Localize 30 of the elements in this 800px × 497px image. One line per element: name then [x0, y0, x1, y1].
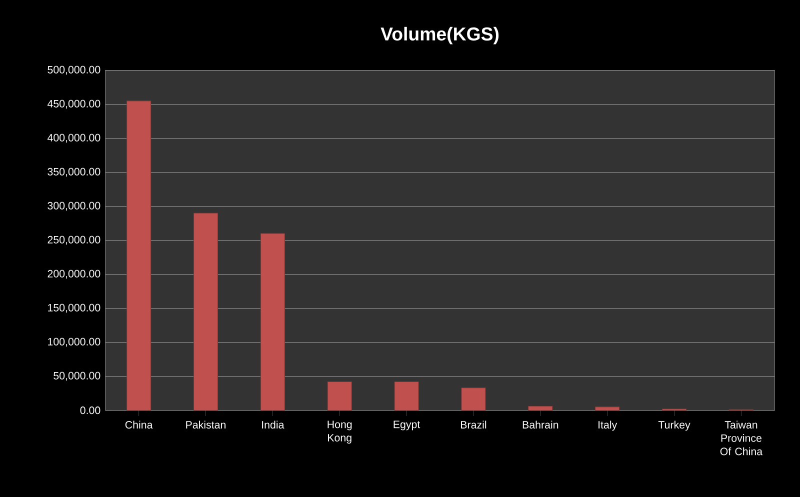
y-tick-label: 350,000.00 — [48, 168, 100, 177]
bar — [595, 406, 620, 410]
x-tick-label: Brazil — [461, 420, 486, 429]
y-tick-label: 50,000.00 — [54, 372, 100, 381]
y-tick-label: 150,000.00 — [48, 304, 100, 313]
bar — [394, 382, 419, 410]
y-tick-label: 400,000.00 — [47, 134, 100, 143]
x-tick-label: Bahrain — [522, 420, 558, 429]
x-tick-label: India — [262, 420, 284, 429]
x-tick-label: China — [125, 420, 153, 429]
bar — [461, 388, 486, 410]
y-tick-label: 200,000.00 — [48, 270, 100, 279]
y-tick-label: 250,000.00 — [48, 236, 100, 245]
bar — [260, 233, 285, 410]
y-tick-label: 300,000.00 — [48, 202, 100, 211]
x-tick-label: Taiwan Province Of China — [720, 420, 763, 456]
x-tick-label: Egypt — [394, 420, 420, 430]
x-tick-label: Turkey — [658, 420, 690, 431]
bar — [327, 382, 352, 410]
bar — [126, 100, 152, 410]
bar — [193, 212, 218, 410]
chart-title: Volume(KGS) — [380, 26, 499, 44]
x-tick-label: Hong Kong — [328, 420, 352, 444]
bar — [528, 406, 553, 410]
x-tick-label: Italy — [598, 420, 618, 431]
y-tick-label: 450,000.00 — [47, 100, 100, 109]
y-tick-label: 500,000.00 — [48, 66, 100, 75]
y-tick-label: 100,000.00 — [48, 338, 100, 347]
y-tick-label: 0.00 — [80, 406, 100, 414]
x-tick-label: Pakistan — [186, 420, 226, 429]
